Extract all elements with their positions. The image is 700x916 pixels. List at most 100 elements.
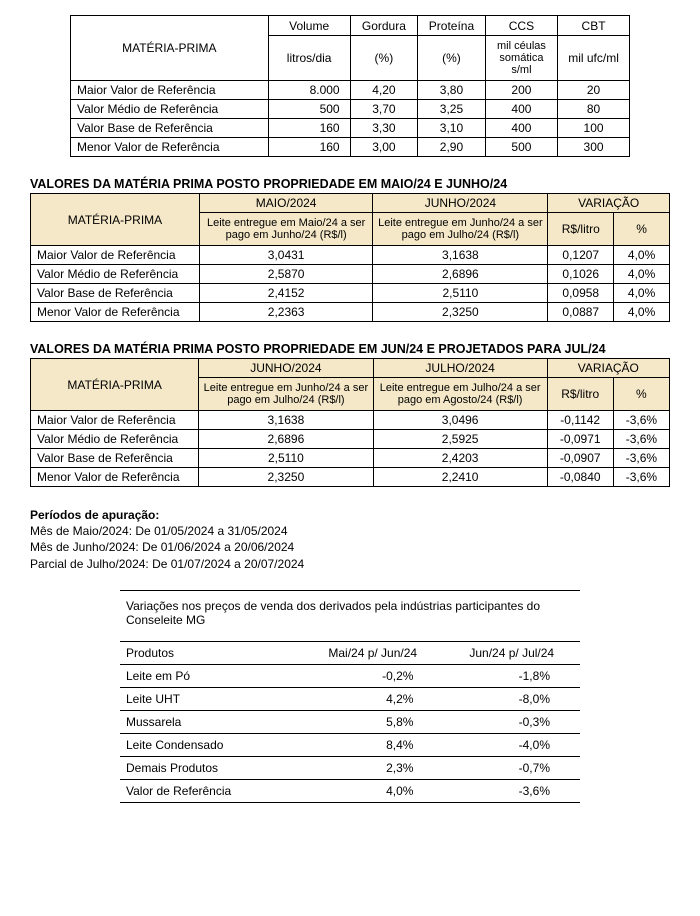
cell: 2,6896 [373,265,548,284]
t1-col-cbt: CBT [558,16,630,36]
row-label: Valor Base de Referência [31,449,199,468]
cell: 2,3250 [373,303,548,322]
cell: 5,8% [302,710,443,733]
row-label: Valor de Referência [120,779,302,802]
cell: 8,4% [302,733,443,756]
t1-unit-ccs: mil céulas somática s/ml [485,36,557,81]
cell: 0,1026 [548,265,614,284]
row-label: Maior Valor de Referência [71,81,269,100]
table-row: Valor Médio de Referência 2,6896 2,5925 … [31,430,670,449]
cell: 2,3% [302,756,443,779]
table-row: Maior Valor de Referência 3,0431 3,1638 … [31,246,670,265]
cell: 3,0431 [199,246,373,265]
cell: -8,0% [443,687,580,710]
cell: 4,0% [614,303,670,322]
cell: 8.000 [268,81,350,100]
cell: -0,1142 [547,411,613,430]
t1-col-proteina: Proteína [418,16,486,36]
t1-col-gordura: Gordura [350,16,418,36]
cell: -4,0% [443,733,580,756]
table-row: Valor Médio de Referência 2,5870 2,6896 … [31,265,670,284]
table-row: Valor Base de Referência 2,4152 2,5110 0… [31,284,670,303]
table-row: Menor Valor de Referência 2,2363 2,3250 … [31,303,670,322]
cell: -3,6% [613,411,669,430]
cell: 3,25 [418,100,486,119]
cell: 3,1638 [199,411,373,430]
cell: 300 [558,138,630,157]
cell: -3,6% [613,430,669,449]
cell: 2,4203 [373,449,547,468]
t2-col2-sub: Leite entregue em Junho/24 a ser pago em… [373,213,548,246]
cell: 2,5925 [373,430,547,449]
cell: 2,2410 [373,468,547,487]
cell: -0,3% [443,710,580,733]
t1-unit-gordura: (%) [350,36,418,81]
table-row: Valor Base de Referência 160 3,30 3,10 4… [71,119,630,138]
table-row: Valor Médio de Referência 500 3,70 3,25 … [71,100,630,119]
t2-header-main: MATÉRIA-PRIMA [31,194,200,246]
table-row: Leite Condensado 8,4% -4,0% [120,733,580,756]
row-label: Menor Valor de Referência [31,303,200,322]
table-row: Maior Valor de Referência 3,1638 3,0496 … [31,411,670,430]
cell: -3,6% [613,449,669,468]
t2-var-top: VARIAÇÃO [548,194,670,213]
cell: 2,5110 [373,284,548,303]
cell: 0,0958 [548,284,614,303]
t3-var-top: VARIAÇÃO [547,359,669,378]
row-label: Valor Médio de Referência [71,100,269,119]
cell: 400 [485,100,557,119]
t4-col1: Mai/24 p/ Jun/24 [302,641,443,664]
cell: -0,0907 [547,449,613,468]
cell: 4,0% [614,246,670,265]
cell: 3,80 [418,81,486,100]
cell: 2,90 [418,138,486,157]
t3-var-sub2: % [613,378,669,411]
table-row: Maior Valor de Referência 8.000 4,20 3,8… [71,81,630,100]
cell: 4,0% [302,779,443,802]
cell: 500 [268,100,350,119]
notes-title: Períodos de apuração: [30,508,159,522]
cell: 2,6896 [199,430,373,449]
t3-col2-top: JULHO/2024 [373,359,547,378]
notes-line-0: Mês de Maio/2024: De 01/05/2024 a 31/05/… [30,524,288,538]
table-row: Valor de Referência 4,0% -3,6% [120,779,580,802]
cell: 4,2% [302,687,443,710]
cell: 4,0% [614,284,670,303]
cell: 160 [268,119,350,138]
table-row: Demais Produtos 2,3% -0,7% [120,756,580,779]
cell: 3,0496 [373,411,547,430]
row-label: Leite UHT [120,687,302,710]
t1-header-main: MATÉRIA-PRIMA [71,16,269,81]
table-row: Mussarela 5,8% -0,3% [120,710,580,733]
cell: 2,4152 [199,284,373,303]
t2-col2-top: JUNHO/2024 [373,194,548,213]
cell: -3,6% [443,779,580,802]
t3-col1-sub: Leite entregue em Junho/24 a ser pago em… [199,378,373,411]
cell: 4,0% [614,265,670,284]
row-label: Mussarela [120,710,302,733]
cell: 3,00 [350,138,418,157]
cell: 2,2363 [199,303,373,322]
cell: 100 [558,119,630,138]
row-label: Valor Médio de Referência [31,430,199,449]
cell: 0,1207 [548,246,614,265]
cell: 500 [485,138,557,157]
values-junho-julho-table: MATÉRIA-PRIMA JUNHO/2024 JULHO/2024 VARI… [30,358,670,487]
t4-caption: Variações nos preços de venda dos deriva… [120,590,580,641]
cell: -0,7% [443,756,580,779]
section3-title: VALORES DA MATÉRIA PRIMA POSTO PROPRIEDA… [30,342,680,356]
section2-title: VALORES DA MATÉRIA PRIMA POSTO PROPRIEDA… [30,177,680,191]
t2-col1-sub: Leite entregue em Maio/24 a ser pago em … [199,213,373,246]
row-label: Maior Valor de Referência [31,411,199,430]
row-label: Menor Valor de Referência [71,138,269,157]
table-row: Valor Base de Referência 2,5110 2,4203 -… [31,449,670,468]
t1-col-volume: Volume [268,16,350,36]
notes-line-1: Mês de Junho/2024: De 01/06/2024 a 20/06… [30,540,294,554]
t2-var-sub2: % [614,213,670,246]
values-maio-junho-table: MATÉRIA-PRIMA MAIO/2024 JUNHO/2024 VARIA… [30,193,670,322]
t1-unit-cbt: mil ufc/ml [558,36,630,81]
row-label: Leite em Pó [120,664,302,687]
cell: 3,10 [418,119,486,138]
table-row: Menor Valor de Referência 160 3,00 2,90 … [71,138,630,157]
table-row: Menor Valor de Referência 2,3250 2,2410 … [31,468,670,487]
